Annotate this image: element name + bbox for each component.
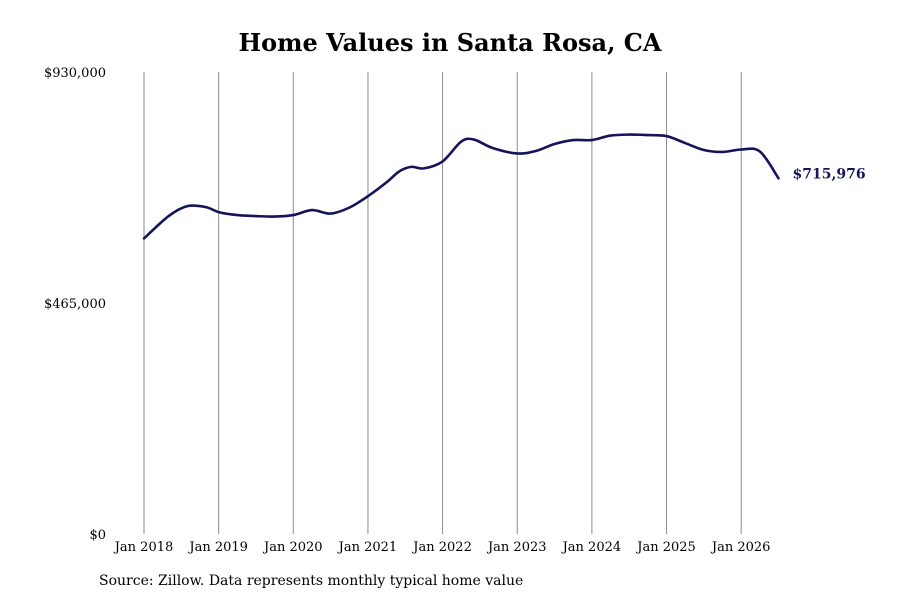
y-tick-label: $930,000: [44, 66, 106, 81]
y-tick-label: $465,000: [44, 297, 106, 312]
x-tick-label: Jan 2020: [262, 540, 323, 555]
vertical-gridlines: [143, 72, 742, 534]
x-axis-ticks: Jan 2018 Jan 2019 Jan 2020 Jan 2021 Jan 2022…: [113, 540, 771, 555]
source-note: Source: Zillow. Data represents monthly …: [99, 573, 524, 589]
x-tick-label: Jan 2021: [337, 540, 398, 555]
x-tick-label: Jan 2022: [411, 540, 472, 555]
x-tick-label: Jan 2024: [561, 540, 622, 555]
x-tick-label: Jan 2026: [710, 540, 771, 555]
x-tick-label: Jan 2019: [187, 540, 248, 555]
y-tick-label: $0: [89, 528, 106, 543]
end-value-label: $715,976: [793, 166, 866, 182]
x-tick-label: Jan 2018: [113, 540, 174, 555]
chart-title: Home Values in Santa Rosa, CA: [238, 28, 662, 57]
x-tick-label: Jan 2023: [486, 540, 547, 555]
x-tick-label: Jan 2025: [635, 540, 696, 555]
y-axis-ticks: $930,000 $465,000 $0: [44, 66, 106, 543]
series-line: [142, 133, 780, 240]
